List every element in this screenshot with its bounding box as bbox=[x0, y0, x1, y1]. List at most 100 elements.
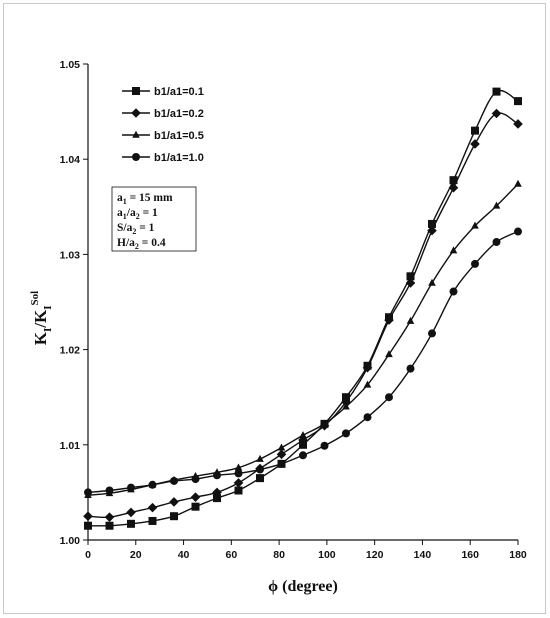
legend-label: b1/a1=0.2 bbox=[154, 108, 204, 120]
data-point-circle bbox=[385, 393, 393, 402]
y-tick-label: 1.03 bbox=[60, 249, 81, 261]
series-lines bbox=[87, 89, 519, 527]
parameter-main: a bbox=[117, 207, 123, 219]
data-point-square bbox=[471, 126, 479, 135]
y-label-sub2: I bbox=[42, 305, 54, 309]
data-point-diamond bbox=[513, 119, 523, 129]
data-point-square bbox=[105, 521, 114, 530]
data-point-circle bbox=[299, 451, 307, 460]
data-point-circle bbox=[320, 441, 329, 450]
data-point-square bbox=[191, 502, 200, 511]
axes bbox=[87, 64, 518, 541]
data-point-circle bbox=[471, 259, 479, 268]
parameter-sub2: 2 bbox=[136, 212, 140, 221]
data-point-triangle bbox=[406, 316, 415, 324]
data-point-diamond bbox=[384, 315, 394, 325]
parameter-sub: 1 bbox=[123, 197, 127, 206]
parameter-main: S/a bbox=[117, 222, 133, 234]
data-point-circle bbox=[363, 413, 372, 422]
data-point-triangle bbox=[277, 443, 286, 451]
data-point-circle bbox=[105, 486, 114, 495]
data-point-triangle bbox=[256, 454, 264, 462]
data-point-circle bbox=[428, 329, 436, 338]
data-point-diamond bbox=[341, 397, 351, 407]
y-tick-label: 1.05 bbox=[60, 59, 81, 71]
legend-marker-square bbox=[132, 87, 140, 95]
data-point-diamond bbox=[470, 139, 480, 149]
x-tick-label: 80 bbox=[273, 549, 285, 561]
data-point-circle bbox=[277, 459, 286, 468]
x-tick-label: 100 bbox=[318, 549, 336, 561]
data-point-triangle bbox=[234, 463, 243, 471]
data-point-diamond bbox=[190, 492, 201, 502]
data-point-triangle bbox=[385, 350, 393, 358]
data-point-circle bbox=[234, 469, 243, 478]
data-point-triangle bbox=[428, 278, 436, 286]
y-label-main: K bbox=[31, 331, 50, 345]
x-tick-label: 160 bbox=[461, 549, 479, 561]
data-point-circle bbox=[406, 364, 415, 373]
data-point-diamond bbox=[448, 182, 459, 193]
data-point-diamond bbox=[212, 487, 222, 498]
data-point-square bbox=[148, 516, 157, 525]
legend-label: b1/a1=0.5 bbox=[154, 130, 204, 142]
legend-label: b1/a1=0.1 bbox=[154, 86, 204, 98]
parameter-line: a1 = 15 mm bbox=[117, 192, 173, 206]
parameter-rest2: = 1 bbox=[140, 207, 158, 219]
data-point-triangle bbox=[471, 221, 479, 229]
data-point-circle bbox=[213, 471, 221, 480]
data-point-square bbox=[449, 176, 458, 185]
data-point-triangle bbox=[449, 246, 458, 254]
parameter-rest: /a bbox=[126, 207, 136, 219]
legend-marker-triangle bbox=[132, 130, 140, 138]
data-point-square bbox=[406, 272, 415, 281]
x-tick-label: 40 bbox=[178, 549, 190, 561]
x-tick-label: 120 bbox=[366, 549, 384, 561]
parameter-line: H/a2 = 0.4 bbox=[117, 237, 166, 251]
data-point-triangle bbox=[342, 402, 350, 410]
y-ticks: 1.00 1.01 1.02 1.03 1.04 1.05 bbox=[60, 59, 88, 547]
data-point-circle bbox=[449, 287, 458, 296]
parameter-sub: 2 bbox=[135, 242, 139, 251]
legend-marker-circle bbox=[132, 153, 140, 161]
legend: b1/a1=0.1 b1/a1=0.2 b1/a1=0.5 b1/a1=1.0 bbox=[122, 86, 204, 164]
data-point-square bbox=[170, 512, 178, 521]
data-point-square bbox=[256, 474, 264, 483]
data-point-diamond bbox=[276, 449, 287, 460]
parameter-rest: = 1 bbox=[136, 222, 154, 234]
data-point-diamond bbox=[104, 512, 115, 522]
parameter-rest: = 0.4 bbox=[139, 237, 166, 249]
data-point-triangle bbox=[492, 201, 501, 209]
data-point-circle bbox=[170, 476, 178, 485]
x-tick-label: 20 bbox=[130, 549, 142, 561]
parameter-main: H/a bbox=[117, 237, 135, 249]
data-point-diamond bbox=[362, 362, 373, 373]
y-label-sup: Sol bbox=[29, 291, 41, 306]
data-point-diamond bbox=[126, 507, 136, 518]
legend-label: b1/a1=1.0 bbox=[154, 152, 204, 164]
data-point-diamond bbox=[427, 225, 437, 236]
y-tick-label: 1.00 bbox=[60, 535, 81, 547]
y-tick-label: 1.04 bbox=[60, 154, 81, 166]
data-point-circle bbox=[84, 488, 92, 497]
y-axis-label: KI/KISol bbox=[29, 291, 54, 345]
data-point-circle bbox=[127, 483, 135, 492]
x-tick-label: 0 bbox=[85, 549, 91, 561]
data-point-square bbox=[213, 494, 221, 503]
data-point-circle bbox=[148, 480, 157, 489]
data-point-diamond bbox=[405, 278, 416, 288]
y-label-sub: I bbox=[42, 328, 54, 332]
data-point-triangle bbox=[363, 380, 372, 388]
parameter-rest: = 15 mm bbox=[127, 192, 173, 204]
series-markers bbox=[83, 87, 523, 530]
parameter-line: S/a2 = 1 bbox=[117, 222, 155, 236]
data-point-triangle bbox=[299, 431, 307, 439]
data-point-diamond bbox=[169, 497, 179, 507]
data-point-circle bbox=[256, 465, 264, 474]
data-point-square bbox=[492, 87, 501, 96]
data-point-circle bbox=[514, 227, 522, 236]
series-line-square bbox=[87, 89, 519, 527]
parameter-box-border bbox=[111, 186, 197, 252]
